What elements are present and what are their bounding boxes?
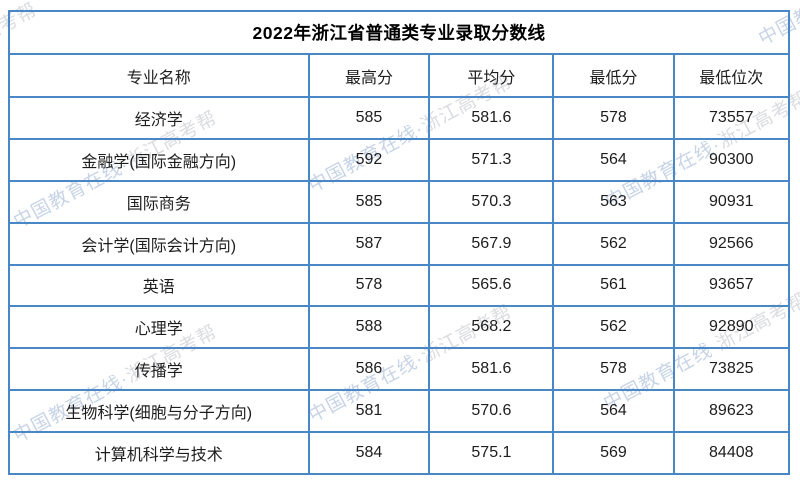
- table-title-row: 2022年浙江省普通类专业录取分数线: [8, 10, 790, 55]
- avg-score-cell: 571.3: [428, 137, 555, 182]
- min-rank-cell: 89623: [672, 389, 791, 433]
- avg-score-cell: 581.6: [428, 347, 555, 392]
- min-rank-cell: 92566: [672, 221, 791, 266]
- max-score-cell: 592: [307, 137, 431, 182]
- table-title: 2022年浙江省普通类专业录取分数线: [8, 10, 790, 55]
- max-score-cell: 585: [307, 179, 431, 224]
- max-score-cell: 581: [307, 389, 431, 433]
- max-score-cell: 586: [307, 347, 431, 392]
- major-name-cell: 英语: [8, 263, 310, 308]
- admission-scores-table: 2022年浙江省普通类专业录取分数线 专业名称 最高分 平均分 最低分 最低位次…: [8, 10, 791, 475]
- max-score-cell: 578: [307, 263, 431, 308]
- min-score-cell: 564: [552, 137, 675, 182]
- min-score-cell: 578: [552, 347, 675, 392]
- major-name-cell: 国际商务: [8, 179, 310, 224]
- column-header-min-rank: 最低位次: [672, 53, 791, 98]
- min-rank-cell: 90931: [672, 179, 791, 224]
- column-header-max-score: 最高分: [307, 53, 431, 98]
- min-rank-cell: 73825: [672, 347, 791, 392]
- min-score-cell: 564: [552, 389, 675, 433]
- avg-score-cell: 570.6: [428, 389, 555, 433]
- table-header-row: 专业名称 最高分 平均分 最低分 最低位次: [8, 53, 791, 98]
- table-row: 会计学(国际会计方向) 587 567.9 562 92566: [8, 221, 791, 266]
- min-score-cell: 562: [552, 305, 675, 350]
- min-rank-cell: 84408: [672, 431, 791, 475]
- major-name-cell: 金融学(国际金融方向): [8, 137, 310, 182]
- max-score-cell: 588: [307, 305, 431, 350]
- min-score-cell: 578: [552, 96, 675, 140]
- avg-score-cell: 565.6: [428, 263, 555, 308]
- major-name-cell: 经济学: [8, 96, 310, 140]
- min-score-cell: 569: [552, 431, 675, 475]
- min-rank-cell: 92890: [672, 305, 791, 350]
- min-score-cell: 563: [552, 179, 675, 224]
- column-header-major: 专业名称: [8, 53, 310, 98]
- major-name-cell: 传播学: [8, 347, 310, 392]
- min-rank-cell: 93657: [672, 263, 791, 308]
- table-row: 英语 578 565.6 561 93657: [8, 263, 791, 308]
- table-row: 金融学(国际金融方向) 592 571.3 564 90300: [8, 137, 791, 182]
- min-rank-cell: 73557: [672, 96, 791, 140]
- column-header-avg-score: 平均分: [428, 53, 555, 98]
- major-name-cell: 生物科学(细胞与分子方向): [8, 389, 310, 433]
- min-score-cell: 562: [552, 221, 675, 266]
- column-header-min-score: 最低分: [552, 53, 675, 98]
- table-row: 传播学 586 581.6 578 73825: [8, 347, 791, 392]
- table-row: 计算机科学与技术 584 575.1 569 84408: [8, 431, 791, 475]
- avg-score-cell: 568.2: [428, 305, 555, 350]
- table-row: 国际商务 585 570.3 563 90931: [8, 179, 791, 224]
- min-score-cell: 561: [552, 263, 675, 308]
- avg-score-cell: 575.1: [428, 431, 555, 475]
- min-rank-cell: 90300: [672, 137, 791, 182]
- avg-score-cell: 567.9: [428, 221, 555, 266]
- table-row: 心理学 588 568.2 562 92890: [8, 305, 791, 350]
- table-row: 经济学 585 581.6 578 73557: [8, 96, 791, 140]
- avg-score-cell: 581.6: [428, 96, 555, 140]
- max-score-cell: 587: [307, 221, 431, 266]
- avg-score-cell: 570.3: [428, 179, 555, 224]
- major-name-cell: 计算机科学与技术: [8, 431, 310, 475]
- major-name-cell: 心理学: [8, 305, 310, 350]
- major-name-cell: 会计学(国际会计方向): [8, 221, 310, 266]
- table-row: 生物科学(细胞与分子方向) 581 570.6 564 89623: [8, 389, 791, 433]
- max-score-cell: 584: [307, 431, 431, 475]
- max-score-cell: 585: [307, 96, 431, 140]
